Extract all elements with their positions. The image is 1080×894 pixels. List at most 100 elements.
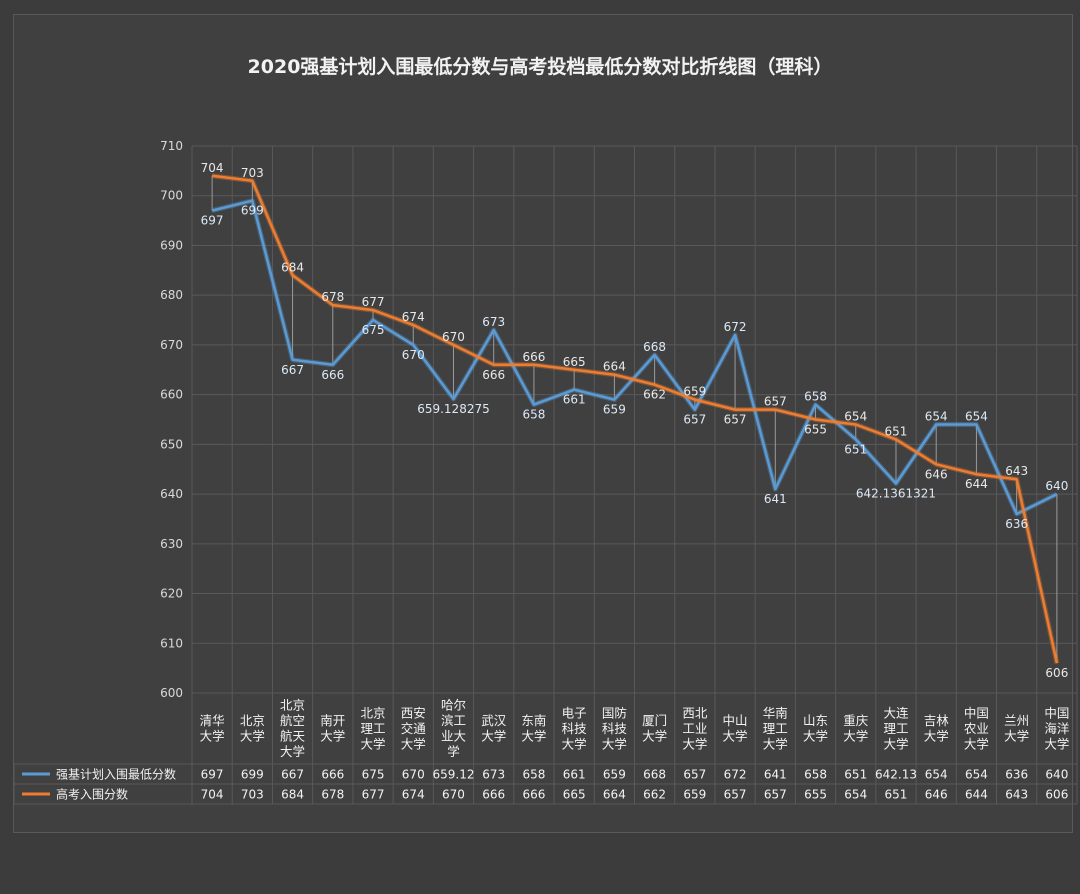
y-tick-label: 690	[160, 238, 183, 252]
category-label: 国防	[602, 705, 627, 720]
y-tick-label: 630	[160, 537, 183, 551]
table-value: 636	[1005, 768, 1028, 782]
table-value: 664	[603, 788, 626, 802]
data-label: 646	[925, 467, 948, 481]
data-label: 651	[885, 424, 908, 438]
table-value: 672	[724, 768, 747, 782]
data-label: 668	[643, 340, 666, 354]
data-label: 664	[603, 360, 626, 374]
category-label: 大学	[763, 736, 788, 751]
category-label: 中国	[1044, 705, 1069, 720]
table-value: 659	[603, 768, 626, 782]
table-value: 670	[402, 768, 425, 782]
category-label: 华南	[763, 705, 788, 720]
category-label: 滨工	[441, 713, 466, 728]
table-value: 642.13	[875, 768, 917, 782]
data-label: 666	[522, 350, 545, 364]
data-label: 636	[1005, 517, 1028, 531]
data-label: 643	[1005, 464, 1028, 478]
y-tick-label: 660	[160, 388, 183, 402]
data-label: 672	[724, 320, 747, 334]
table-value: 666	[522, 788, 545, 802]
category-label: 大学	[924, 729, 949, 744]
legend-label: 强基计划入围最低分数	[56, 767, 176, 782]
table-value: 654	[925, 768, 948, 782]
category-label: 兰州	[1004, 713, 1029, 728]
category-label: 大学	[481, 729, 506, 744]
data-label: 641	[764, 492, 787, 506]
category-label: 哈尔	[441, 698, 466, 713]
table-value: 657	[724, 788, 747, 802]
category-label: 理工	[763, 721, 788, 736]
category-label: 大学	[401, 736, 426, 751]
table-value: 677	[362, 788, 385, 802]
category-label: 大学	[682, 736, 707, 751]
series-line	[211, 174, 1059, 664]
table-value: 640	[1045, 768, 1068, 782]
table-value: 646	[925, 788, 948, 802]
y-tick-label: 670	[160, 338, 183, 352]
category-label: 科技	[602, 721, 628, 736]
table-value: 678	[321, 788, 344, 802]
category-label: 北京	[240, 713, 265, 728]
category-label: 大学	[240, 729, 265, 744]
category-label: 航空	[280, 713, 305, 728]
data-label: 704	[201, 161, 224, 175]
data-label: 666	[321, 368, 344, 382]
data-label: 640	[1045, 479, 1068, 493]
series-line	[211, 199, 1058, 516]
data-label: 655	[804, 423, 827, 437]
data-label: 678	[321, 290, 344, 304]
data-label: 674	[402, 310, 425, 324]
category-label: 学	[447, 744, 460, 759]
table-value: 674	[402, 788, 425, 802]
table-value: 641	[764, 768, 787, 782]
data-label: 644	[965, 477, 988, 491]
table-value: 654	[965, 768, 988, 782]
table-value: 651	[885, 788, 908, 802]
y-tick-label: 700	[160, 189, 183, 203]
table-value: 657	[764, 788, 787, 802]
data-label: 684	[281, 260, 304, 274]
table-value: 697	[201, 768, 224, 782]
data-label: 673	[482, 315, 505, 329]
table-value: 655	[804, 788, 827, 802]
table-value: 703	[241, 788, 264, 802]
category-label: 西安	[401, 705, 426, 720]
category-label: 武汉	[481, 713, 507, 728]
table-value: 661	[563, 768, 586, 782]
table-value: 606	[1045, 788, 1068, 802]
table-value: 658	[804, 768, 827, 782]
category-label: 科技	[562, 721, 588, 736]
table-value: 659	[683, 788, 706, 802]
category-label: 大学	[361, 736, 386, 751]
table-value: 665	[563, 788, 586, 802]
legend-label: 高考入围分数	[56, 787, 128, 802]
y-tick-label: 640	[160, 487, 183, 501]
y-tick-label: 680	[160, 288, 183, 302]
category-label: 大连	[883, 705, 909, 720]
category-label: 吉林	[924, 713, 950, 728]
table-value: 658	[522, 768, 545, 782]
data-label: 666	[482, 368, 505, 382]
data-label: 654	[925, 409, 948, 423]
category-label: 西北	[682, 705, 708, 720]
category-label: 北京	[361, 705, 386, 720]
category-label: 农业	[964, 721, 989, 736]
table-value: 654	[844, 788, 867, 802]
category-label: 大学	[1044, 736, 1069, 751]
data-label: 659.128275	[417, 402, 490, 416]
category-label: 大学	[562, 736, 587, 751]
table-value: 704	[201, 788, 224, 802]
category-label: 清华	[200, 713, 225, 728]
table-value: 667	[281, 768, 304, 782]
category-label: 重庆	[843, 713, 869, 728]
category-label: 业大	[441, 729, 466, 744]
data-label: 661	[563, 393, 586, 407]
category-label: 理工	[883, 721, 908, 736]
table-value: 675	[362, 768, 385, 782]
data-label: 677	[362, 295, 385, 309]
table-value: 673	[482, 768, 505, 782]
data-label: 659	[683, 385, 706, 399]
